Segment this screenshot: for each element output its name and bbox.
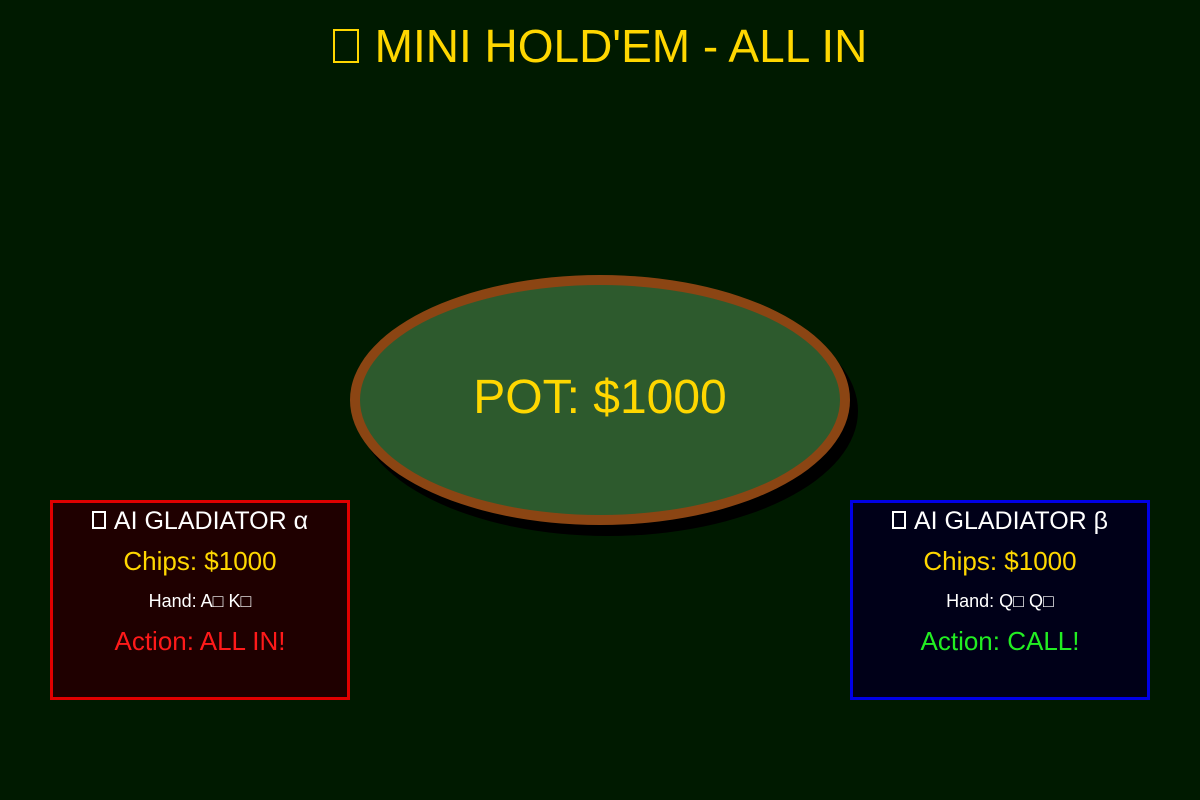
game-title-text: MINI HOLD'EM - ALL IN bbox=[374, 20, 868, 72]
player-panel-alpha: AI GLADIATOR α Chips: $1000 Hand: A□ K□ … bbox=[50, 500, 350, 700]
pot-amount: POT: $1000 bbox=[473, 371, 727, 424]
game-title: MINI HOLD'EM - ALL IN bbox=[0, 18, 1200, 74]
player-hand: Hand: A□ K□ bbox=[148, 591, 252, 611]
player-panel-beta: AI GLADIATOR β Chips: $1000 Hand: Q□ Q□ … bbox=[850, 500, 1150, 700]
player-action: Action: CALL! bbox=[920, 626, 1080, 656]
player-name-row: AI GLADIATOR β bbox=[853, 505, 1147, 537]
missing-glyph-icon bbox=[891, 511, 906, 530]
poker-table bbox=[350, 275, 850, 525]
player-name: AI GLADIATOR α bbox=[113, 507, 309, 535]
player-action: Action: ALL IN! bbox=[114, 626, 286, 656]
player-chips: Chips: $1000 bbox=[123, 546, 277, 576]
missing-glyph-icon bbox=[91, 511, 106, 530]
player-name: AI GLADIATOR β bbox=[913, 507, 1109, 535]
player-chips: Chips: $1000 bbox=[923, 546, 1077, 576]
player-hand: Hand: Q□ Q□ bbox=[946, 591, 1054, 611]
missing-glyph-icon bbox=[332, 28, 359, 63]
player-name-row: AI GLADIATOR α bbox=[53, 505, 347, 537]
